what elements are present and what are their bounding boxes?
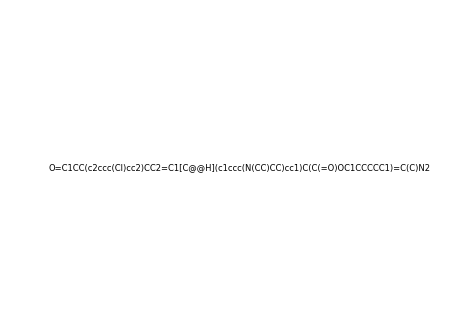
- Text: O=C1CC(c2ccc(Cl)cc2)CC2=C1[C@@H](c1ccc(N(CC)CC)cc1)C(C(=O)OC1CCCCC1)=C(C)N2: O=C1CC(c2ccc(Cl)cc2)CC2=C1[C@@H](c1ccc(N…: [49, 163, 431, 172]
